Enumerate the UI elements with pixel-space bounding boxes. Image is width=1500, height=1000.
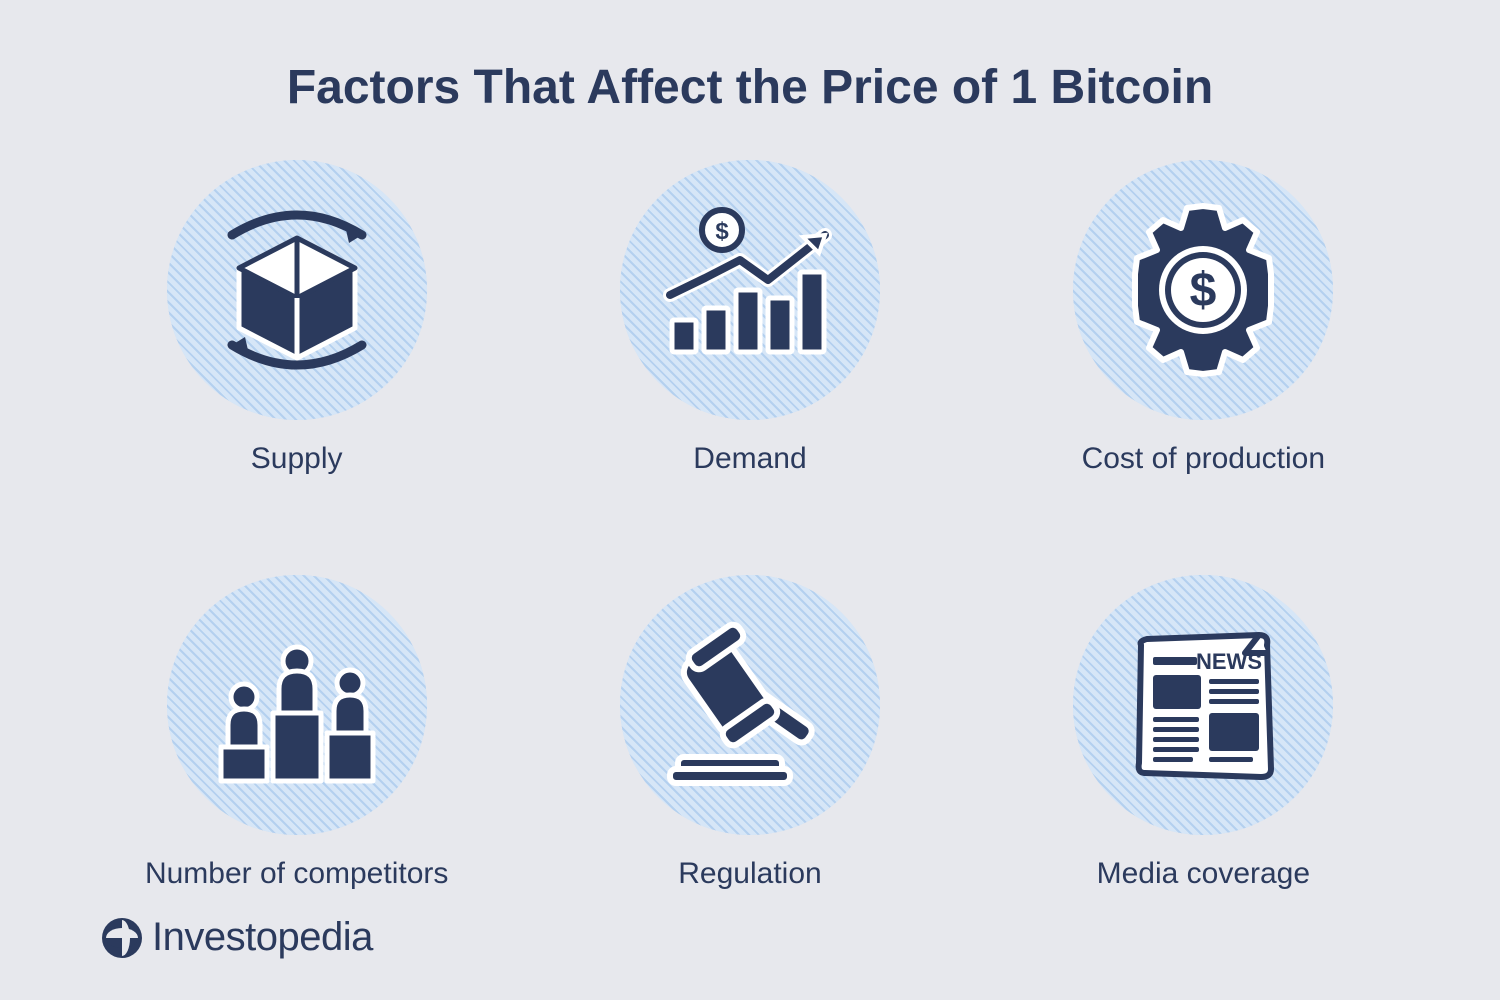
- gear-dollar-icon: $: [1103, 190, 1303, 390]
- factor-media: NEWS: [1007, 575, 1400, 891]
- brand-globe-icon: [100, 916, 144, 960]
- newspaper-icon: NEWS: [1103, 605, 1303, 805]
- podium-people-icon: [197, 605, 397, 805]
- svg-text:NEWS: NEWS: [1196, 649, 1262, 674]
- svg-text:$: $: [715, 218, 729, 245]
- bar-growth-icon: $: [650, 190, 850, 390]
- infographic-container: Factors That Affect the Price of 1 Bitco…: [0, 0, 1500, 1000]
- factor-circle: NEWS: [1073, 575, 1333, 835]
- factor-regulation: Regulation: [553, 575, 946, 891]
- factor-label: Media coverage: [1097, 857, 1310, 891]
- factor-supply: Supply: [100, 160, 493, 476]
- factor-demand: $ Demand: [553, 160, 946, 476]
- factor-circle: [167, 160, 427, 420]
- factor-cost: $ Cost of production: [1007, 160, 1400, 476]
- gavel-icon: [650, 605, 850, 805]
- page-title: Factors That Affect the Price of 1 Bitco…: [100, 60, 1400, 115]
- brand-logo: Investopedia: [100, 915, 373, 960]
- factor-label: Demand: [693, 442, 806, 476]
- factor-circle: $: [620, 160, 880, 420]
- svg-text:$: $: [1190, 264, 1217, 317]
- factor-competitors: Number of competitors: [100, 575, 493, 891]
- box-cycle-icon: [197, 190, 397, 390]
- brand-name: Investopedia: [152, 915, 373, 960]
- factor-label: Cost of production: [1082, 442, 1325, 476]
- factor-circle: [620, 575, 880, 835]
- factor-circle: [167, 575, 427, 835]
- factor-label: Regulation: [678, 857, 821, 891]
- factor-label: Supply: [251, 442, 343, 476]
- factor-label: Number of competitors: [145, 857, 448, 891]
- factor-circle: $: [1073, 160, 1333, 420]
- factors-grid: Supply: [100, 160, 1400, 960]
